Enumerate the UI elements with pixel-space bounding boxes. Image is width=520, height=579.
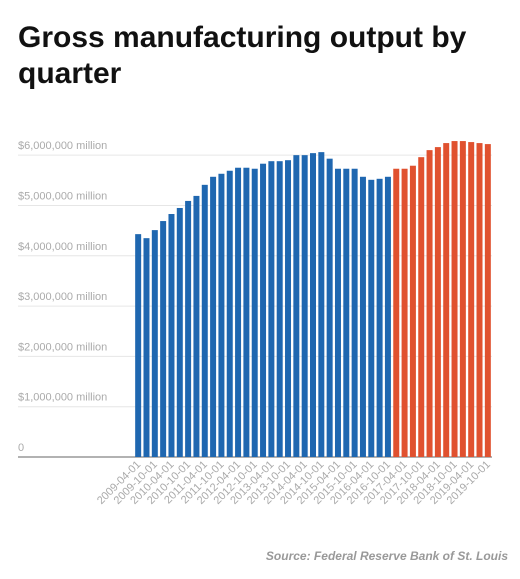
bar xyxy=(143,238,150,457)
bar xyxy=(426,150,433,457)
bar xyxy=(359,176,366,458)
bar xyxy=(135,234,142,457)
y-tick-label: $6,000,000 million xyxy=(18,140,107,152)
bar xyxy=(376,178,383,457)
bar xyxy=(260,163,267,457)
bar xyxy=(243,167,250,457)
bar xyxy=(451,141,458,457)
bar xyxy=(235,167,242,457)
bar xyxy=(218,173,225,457)
bar xyxy=(185,200,192,458)
source: Source: Federal Reserve Bank of St. Loui… xyxy=(266,549,508,563)
y-tick-label: 0 xyxy=(18,442,24,454)
bar xyxy=(310,153,316,457)
bar xyxy=(226,170,233,457)
bar xyxy=(484,144,491,457)
bar xyxy=(351,168,358,457)
bar xyxy=(326,158,333,457)
bar xyxy=(285,160,292,457)
bar xyxy=(418,157,425,458)
y-tick-label: $5,000,000 million xyxy=(18,190,107,202)
bar xyxy=(151,230,158,457)
bar xyxy=(293,155,300,457)
bar xyxy=(343,168,350,457)
y-tick-label: $4,000,000 million xyxy=(18,241,107,253)
bar xyxy=(251,168,258,457)
bar xyxy=(468,142,475,457)
chart-title: Gross manufacturing output by quarter xyxy=(18,21,467,90)
bar xyxy=(401,168,408,457)
bar xyxy=(393,168,400,457)
bar xyxy=(268,161,275,457)
y-tick-label: $2,000,000 million xyxy=(18,341,107,353)
bar xyxy=(318,152,325,458)
bar xyxy=(334,168,341,457)
bar xyxy=(176,207,183,457)
bar xyxy=(476,143,483,457)
bar xyxy=(210,176,217,458)
bar xyxy=(301,155,308,457)
bar xyxy=(201,184,208,457)
bar xyxy=(368,179,375,457)
bar xyxy=(160,221,167,457)
bar xyxy=(443,143,450,457)
bar xyxy=(276,161,283,457)
y-tick-label: $3,000,000 million xyxy=(18,291,107,303)
bar xyxy=(409,165,416,458)
bar xyxy=(193,195,200,457)
bar xyxy=(434,147,441,457)
bar xyxy=(168,214,175,457)
y-tick-label: $1,000,000 million xyxy=(18,392,107,404)
bar xyxy=(459,141,466,457)
bar xyxy=(384,176,391,458)
